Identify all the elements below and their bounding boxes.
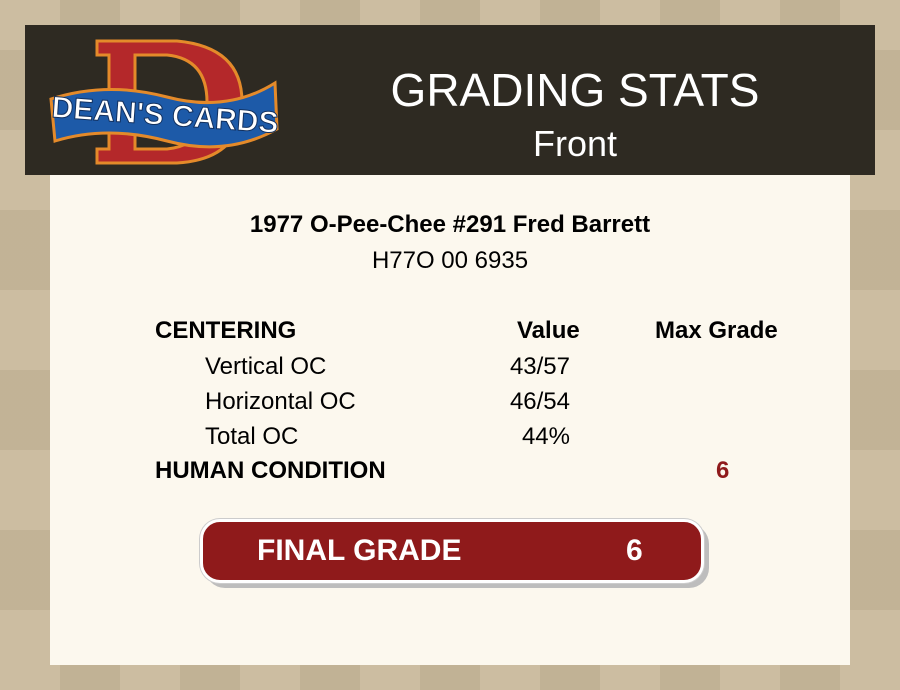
centering-heading: CENTERING [155,317,297,344]
human-condition-grade: 6 [716,457,730,484]
max-grade-column-header: Max Grade [655,317,778,344]
row-value: 46/54 [509,388,570,415]
card-title: 1977 O-Pee-Chee #291 Fred Barrett [249,211,651,238]
row-value: 44% [521,423,570,450]
card-id: H77O 00 6935 [371,247,529,274]
deans-cards-logo: DEAN'S CARDS [49,39,280,165]
row-label: Total OC [205,423,299,450]
final-grade-value: 6 [626,534,643,567]
final-grade-label: FINAL GRADE [257,534,462,567]
final-grade-banner: FINAL GRADE 6 [200,519,704,583]
human-condition-label: HUMAN CONDITION [155,457,386,484]
row-label: Horizontal OC [205,388,356,415]
value-column-header: Value [517,317,580,344]
stats-panel: 1977 O-Pee-Chee #291 Fred Barrett H77O 0… [50,175,850,665]
page-subtitle: Front [532,123,618,164]
page-title: GRADING STATS [390,64,760,116]
header-banner: DEAN'S CARDS GRADING STATS Front [25,25,875,175]
row-value: 43/57 [509,353,570,380]
row-label: Vertical OC [205,353,327,380]
